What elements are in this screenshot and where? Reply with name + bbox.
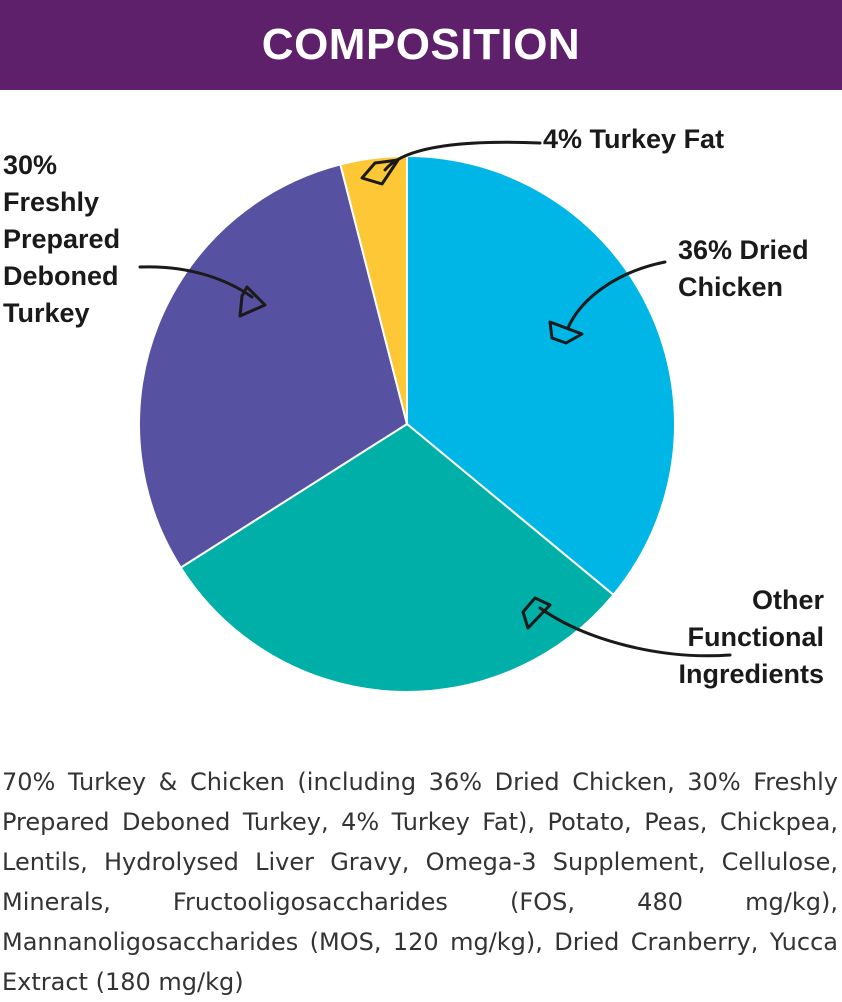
turkey-fat-arrow	[383, 140, 542, 172]
other-arrowhead	[521, 596, 552, 630]
page-title: COMPOSITION	[261, 20, 581, 69]
other-arrow	[538, 606, 732, 658]
label-dried-chicken: 36% Dried Chicken	[678, 235, 809, 302]
label-other: Other Functional Ingredients	[678, 585, 824, 689]
ingredients-list: 70% Turkey & Chicken (including 36% Drie…	[2, 768, 838, 996]
deboned-turkey-arrowhead	[238, 285, 267, 318]
turkey-fat-arrowhead	[360, 158, 400, 186]
pie-slice-36-dried-chicken	[406, 154, 676, 597]
composition-header: COMPOSITION	[0, 0, 842, 90]
label-deboned-turkey: 30% Freshly Prepared Deboned Turkey	[3, 150, 121, 328]
label-turkey-fat: 4% Turkey Fat	[543, 124, 725, 154]
dried-chicken-arrowhead	[548, 320, 584, 345]
dried-chicken-arrow	[566, 260, 667, 330]
pie-slice-other-functional-ingredients	[179, 422, 615, 693]
pie-chart	[138, 140, 732, 693]
pie-slice-30-freshly-prepared-deboned-turkey	[138, 163, 409, 569]
